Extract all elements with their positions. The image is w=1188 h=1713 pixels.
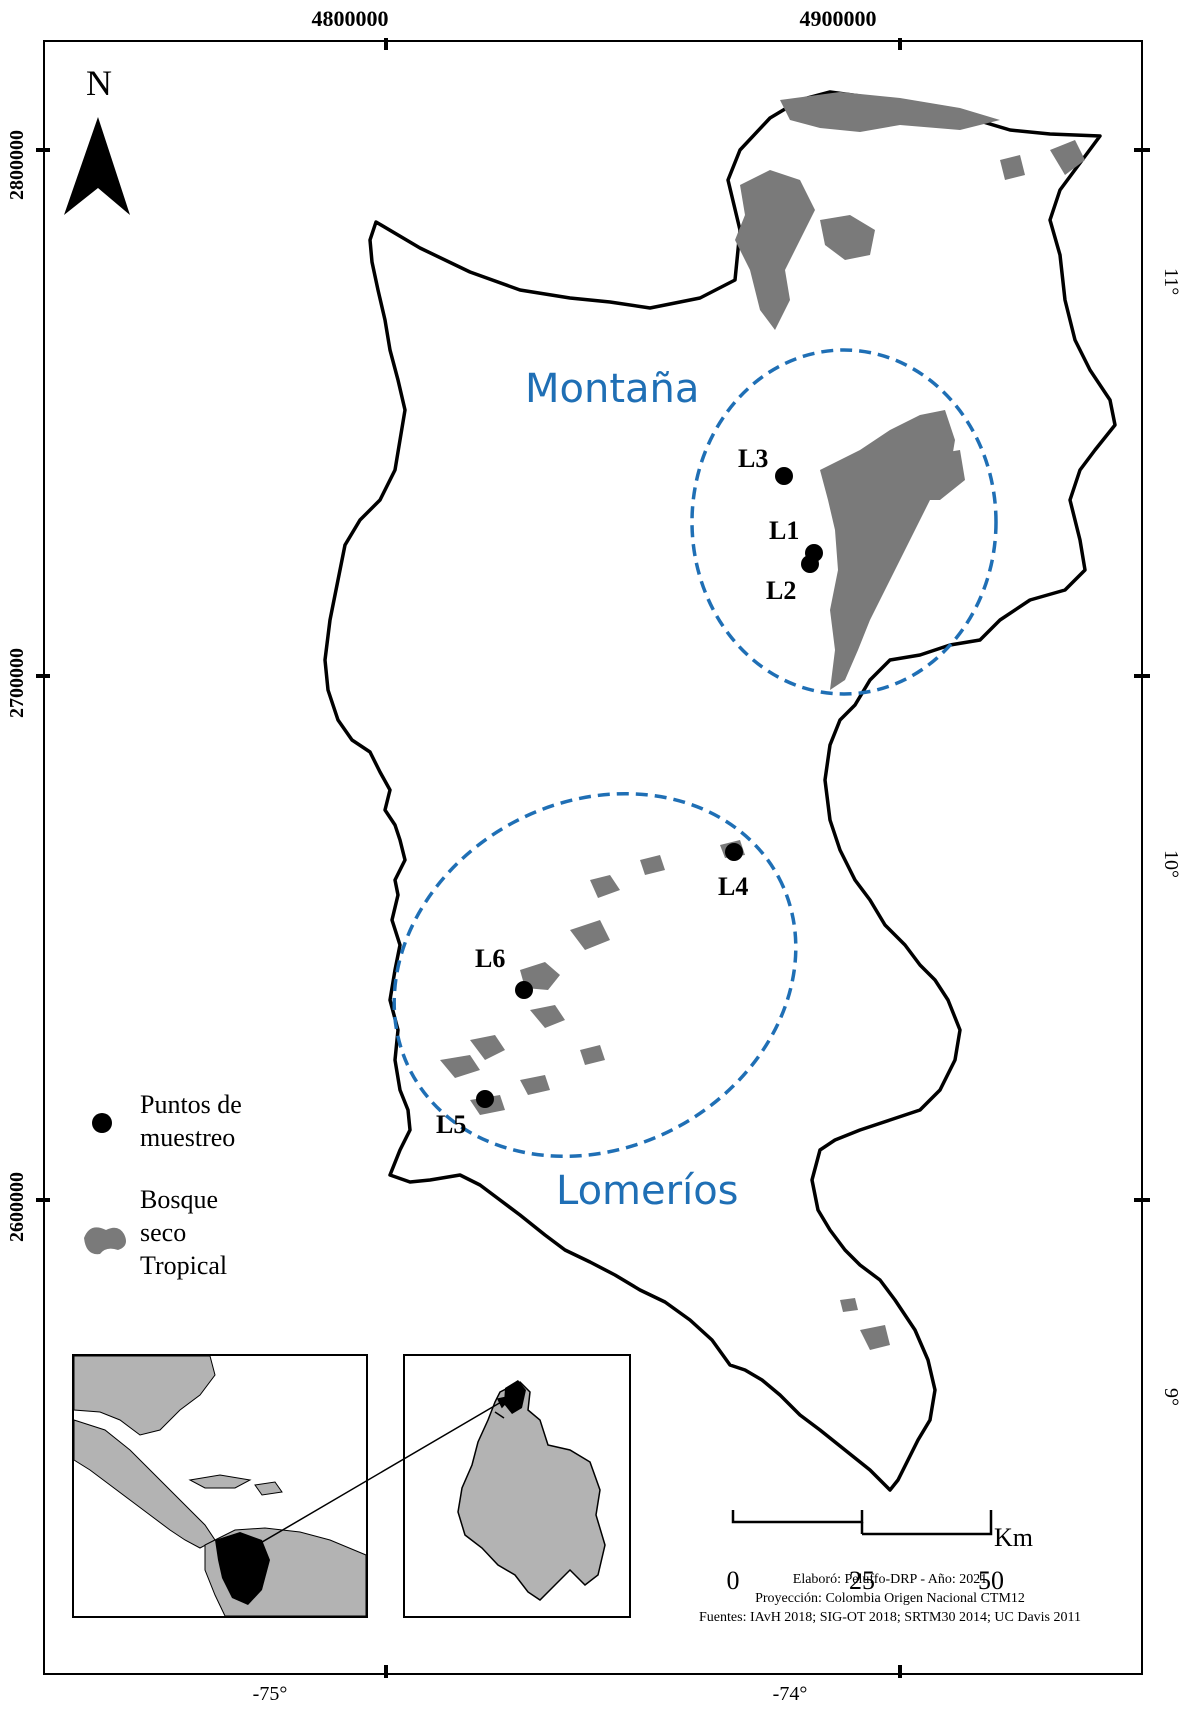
coord-bottom-1: -75° <box>252 1683 288 1705</box>
inset-country-map <box>457 1381 606 1601</box>
point-label-l3: L3 <box>738 444 769 473</box>
scale-tick-50: 50 <box>978 1566 1004 1595</box>
legend-points-line2: muestreo <box>140 1123 236 1152</box>
point-label-l4: L4 <box>718 872 749 901</box>
legend-points-line1: Puntos de <box>140 1090 242 1119</box>
point-l2-marker <box>801 555 819 573</box>
point-l5-marker <box>476 1090 494 1108</box>
map-frame <box>43 40 1143 1675</box>
legend-forest-swatch <box>84 1227 126 1255</box>
credits-line1: Elaboró: Peluffo-DRP - Año: 2021 <box>792 1572 988 1587</box>
point-label-l5: L5 <box>436 1110 467 1139</box>
legend-point-marker <box>92 1113 112 1133</box>
department-outline <box>323 90 1117 1492</box>
coord-top-2: 4900000 <box>799 6 877 31</box>
credits-line2: Proyección: Colombia Origen Nacional CTM… <box>755 1591 1025 1606</box>
forest-patches-mountain <box>820 410 965 690</box>
legend-points: Puntos de muestreo <box>140 1088 242 1154</box>
scale-unit: Km <box>994 1523 1033 1552</box>
inset-region-colombia <box>215 1532 270 1605</box>
sampling-points <box>476 467 823 1108</box>
scale-tick-25: 25 <box>849 1566 875 1595</box>
mountain-zone-boundary <box>690 348 998 696</box>
inset-arrows <box>239 1394 515 1556</box>
north-label: N <box>86 63 112 103</box>
point-label-l2: L2 <box>766 576 797 605</box>
point-l6-marker <box>515 981 533 999</box>
point-label-l1: L1 <box>769 516 800 545</box>
legend-forest-line3: Tropical <box>140 1251 228 1280</box>
scale-bar <box>731 1510 993 1536</box>
credits-line3: Fuentes: IAvH 2018; SIG-OT 2018; SRTM30 … <box>699 1610 1081 1625</box>
zone-label-mountain: Montaña <box>525 366 700 412</box>
forest-patches-north <box>735 92 1085 330</box>
coord-bottom-2: -74° <box>772 1683 808 1705</box>
point-label-l6: L6 <box>475 944 506 973</box>
scale-tick-0: 0 <box>726 1566 740 1595</box>
legend-forest-line2: seco <box>140 1218 187 1247</box>
point-l4-marker <box>725 843 743 861</box>
legend-forest: Bosque seco Tropical <box>140 1183 227 1282</box>
map-credits: Elaboró: Peluffo-DRP - Año: 2021 Proyecc… <box>660 1570 1120 1627</box>
frame-ticks <box>36 38 1150 1678</box>
zone-label-hills: Lomeríos <box>556 1168 739 1214</box>
coord-top-1: 4800000 <box>311 6 389 31</box>
inset-country-highlight <box>504 1380 526 1414</box>
north-arrow-icon <box>64 117 130 215</box>
hills-zone-boundary <box>392 791 798 1159</box>
legend-forest-line1: Bosque <box>140 1185 218 1214</box>
point-l3-marker <box>775 467 793 485</box>
